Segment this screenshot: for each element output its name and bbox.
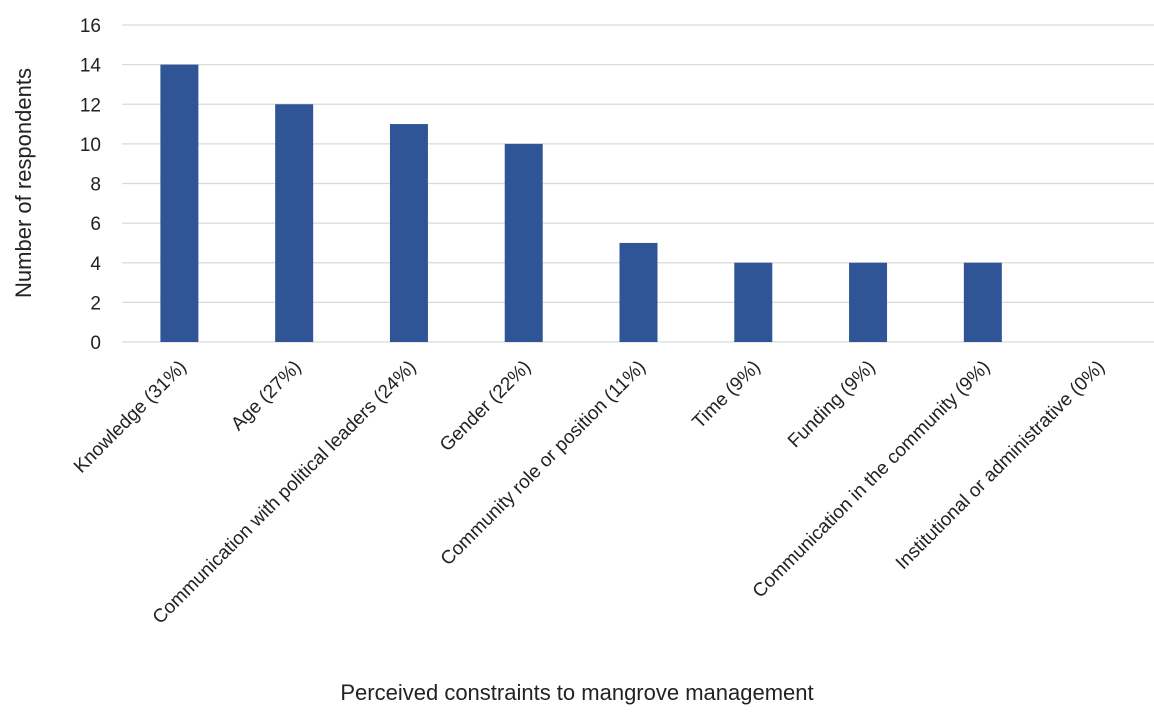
bar	[734, 262, 773, 342]
x-category-label: Age (27%)	[227, 357, 305, 435]
y-tick-label: 10	[80, 135, 101, 156]
y-axis-title: Number of respondents	[11, 68, 36, 298]
bar	[275, 104, 314, 342]
y-tick-label: 4	[90, 254, 101, 275]
x-category-label: Communication with political leaders (24…	[149, 357, 421, 629]
bar	[389, 124, 428, 342]
bar	[849, 262, 888, 342]
x-category-label: Communication in the community (9%)	[749, 357, 995, 603]
x-axis-title: Perceived constraints to mangrove manage…	[340, 680, 813, 705]
bar	[963, 262, 1002, 342]
y-axis-ticks: 0 2 4 6 8 10 12 14 16	[80, 16, 102, 354]
y-tick-label: 8	[90, 175, 101, 196]
bar	[619, 242, 658, 342]
bars	[160, 64, 1002, 342]
y-tick-label: 16	[80, 16, 101, 37]
x-axis-category-labels: Knowledge (31%) Age (27%)Communication wi…	[70, 357, 1109, 629]
x-category-label: Time (9%)	[689, 357, 765, 433]
bar	[504, 143, 543, 342]
y-tick-label: 14	[80, 56, 102, 77]
x-category-label: Institutional or administrative (0%)	[892, 357, 1109, 574]
y-tick-label: 6	[90, 214, 101, 235]
y-tick-label: 0	[90, 333, 101, 354]
y-tick-label: 12	[80, 95, 101, 116]
x-category-label: Knowledge (31%)	[70, 357, 191, 478]
y-tick-label: 2	[90, 293, 101, 314]
bar	[160, 64, 199, 342]
x-category-label: Community role or position (11%)	[437, 357, 650, 570]
x-category-label: Funding (9%)	[784, 357, 880, 453]
x-category-label: Gender (22%)	[436, 357, 535, 456]
